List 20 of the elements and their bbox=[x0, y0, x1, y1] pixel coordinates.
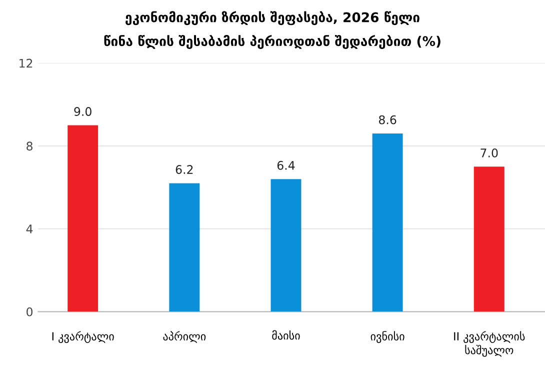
bar bbox=[372, 134, 403, 312]
y-tick-label: 4 bbox=[26, 224, 33, 234]
chart-title: ეკონომიკური ზრდის შეფასება, 2026 წელი წინა წლის შესაბამის პერიოდთან შედარებით (%) bbox=[104, 11, 440, 49]
x-tick-label: აპრილი bbox=[163, 331, 206, 343]
bar bbox=[169, 183, 200, 312]
bar bbox=[270, 179, 302, 312]
y-tick-label: 0 bbox=[26, 307, 33, 316]
x-tick-label: II კვარტალის საშუალო bbox=[454, 331, 525, 357]
x-tick-label: მაისი bbox=[272, 330, 300, 340]
x-tick-label: ივნისი bbox=[370, 331, 404, 343]
data-label: 9.0 bbox=[74, 107, 92, 116]
x-tick-label: I კვარტალი bbox=[52, 331, 114, 343]
bar bbox=[474, 166, 504, 312]
data-label: 6.4 bbox=[277, 160, 295, 170]
data-label: 6.2 bbox=[176, 165, 193, 174]
y-tick-label: 12 bbox=[20, 58, 32, 68]
data-label: 7.0 bbox=[480, 148, 498, 158]
data-label: 8.6 bbox=[378, 115, 396, 124]
bar bbox=[68, 125, 98, 312]
y-tick-label: 8 bbox=[26, 142, 32, 151]
